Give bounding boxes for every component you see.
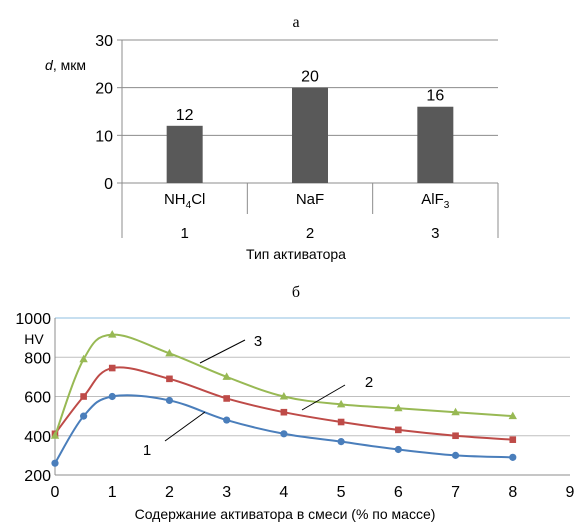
y-tick-label: 800	[24, 350, 51, 367]
x-tick-label: 5	[337, 484, 346, 501]
callout-leader	[199, 339, 246, 364]
callout-leader	[164, 411, 206, 442]
x-tick-label: 2	[165, 484, 174, 501]
bar-ylabel-unit: , мкм	[53, 57, 86, 73]
y-tick-label: 400	[24, 429, 51, 446]
data-point	[394, 445, 402, 454]
bar-value-label: 16	[426, 88, 444, 105]
x-tick-label: 6	[394, 484, 403, 501]
data-point	[509, 453, 517, 461]
data-point	[451, 407, 460, 416]
y-tick-label: 30	[95, 33, 113, 50]
bar-chart-data-labels: 12 20 16	[176, 69, 445, 124]
data-point	[508, 411, 517, 420]
category-number: 2	[306, 225, 314, 242]
data-point	[80, 393, 87, 400]
data-point	[80, 412, 88, 420]
data-point	[223, 416, 231, 424]
bar-chart-y-ticks: 0 10 20 30	[95, 33, 122, 193]
data-point	[165, 348, 174, 357]
x-tick-label: 0	[51, 484, 60, 501]
data-point	[451, 451, 460, 459]
line-chart-x-ticks: 0 1 2 3 4 5 6 7 8 9	[51, 484, 575, 501]
line-chart-series	[50, 330, 517, 467]
x-tick-label: 4	[279, 484, 288, 501]
bar-chart-xlabel: Тип активатора	[246, 246, 346, 262]
category-number: 1	[180, 225, 188, 242]
data-point	[223, 395, 230, 402]
y-tick-label: 1000	[15, 311, 51, 328]
data-point	[394, 403, 403, 412]
data-point	[452, 432, 459, 440]
series-line	[54, 366, 513, 441]
line-chart-grid	[54, 317, 570, 476]
series-line	[54, 394, 513, 464]
bar-ylabel-symbol: d	[45, 57, 54, 73]
y-tick-label: 600	[24, 390, 51, 407]
bar-chart-title: а	[292, 14, 299, 31]
x-tick-label: 3	[222, 484, 231, 501]
category-label-subscript: 4	[186, 200, 192, 211]
bar	[166, 125, 203, 183]
series-callout-label: 1	[143, 442, 151, 459]
data-point	[509, 436, 517, 443]
bar	[292, 87, 328, 183]
line-chart-panel: б HV 200 400 600 800 1000 0 1 2 3 4 5 6 7 8 9 1 2 3 Сод…	[15, 284, 574, 522]
data-point	[108, 392, 116, 401]
x-tick-label: 1	[108, 484, 117, 501]
bar	[417, 106, 454, 183]
series-2	[51, 364, 517, 443]
data-point	[165, 396, 174, 405]
x-tick-label: 9	[566, 484, 575, 501]
y-tick-label: 10	[95, 128, 113, 145]
data-point	[222, 372, 231, 380]
bar-chart-ylabel: d, мкм	[45, 57, 86, 73]
category-label: AlF3	[421, 191, 450, 211]
series-callout-label: 2	[365, 374, 373, 391]
x-tick-label: 7	[451, 484, 460, 501]
y-tick-label: 0	[104, 176, 113, 193]
y-tick-label: 200	[24, 468, 51, 485]
data-point	[336, 399, 346, 408]
y-tick-label: 20	[95, 81, 113, 98]
line-chart-ylabel: HV	[24, 331, 44, 347]
category-label-subscript: 3	[444, 200, 450, 211]
data-point	[51, 459, 59, 467]
data-point	[337, 418, 345, 426]
line-chart-series-callouts: 1 2 3	[143, 333, 373, 459]
series-line	[54, 333, 513, 437]
category-label-main: NH	[164, 191, 186, 208]
category-label-main: NaF	[296, 191, 324, 208]
data-point	[166, 375, 173, 383]
line-chart-title: б	[292, 284, 300, 301]
data-point	[337, 438, 345, 446]
data-point	[108, 364, 116, 372]
data-point	[279, 392, 289, 400]
category-label-main: AlF	[421, 191, 444, 208]
data-point	[79, 354, 88, 363]
category-number: 3	[431, 225, 439, 242]
x-tick-label: 8	[508, 484, 517, 501]
category-label-tail: Cl	[191, 191, 205, 208]
series-callout-label: 3	[254, 333, 262, 350]
line-chart-xlabel: Содержание активатора в смеси (% по масс…	[135, 506, 436, 522]
series-3	[50, 330, 517, 439]
category-label: NaF	[296, 191, 324, 208]
bar-chart-bars	[166, 87, 454, 183]
data-point	[280, 408, 288, 416]
bar-value-label: 20	[301, 69, 319, 86]
callout-leader	[301, 384, 346, 411]
category-label: NH4Cl	[164, 191, 205, 211]
bar-value-label: 12	[176, 107, 194, 124]
line-chart-y-ticks: 200 400 600 800 1000	[15, 311, 51, 485]
data-point	[50, 431, 60, 439]
data-point	[395, 426, 402, 434]
data-point	[108, 330, 117, 338]
data-point	[280, 430, 288, 438]
series-1	[51, 392, 517, 467]
